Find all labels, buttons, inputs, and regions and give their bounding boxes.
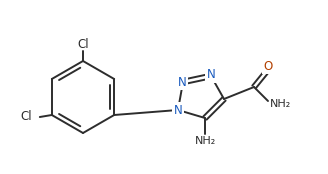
Text: Cl: Cl: [77, 38, 89, 52]
Text: N: N: [174, 104, 182, 117]
Text: O: O: [263, 60, 273, 73]
Text: N: N: [178, 76, 186, 89]
Text: N: N: [207, 69, 215, 81]
Text: Cl: Cl: [20, 110, 32, 124]
Text: NH₂: NH₂: [270, 99, 291, 109]
Text: NH₂: NH₂: [195, 136, 215, 146]
